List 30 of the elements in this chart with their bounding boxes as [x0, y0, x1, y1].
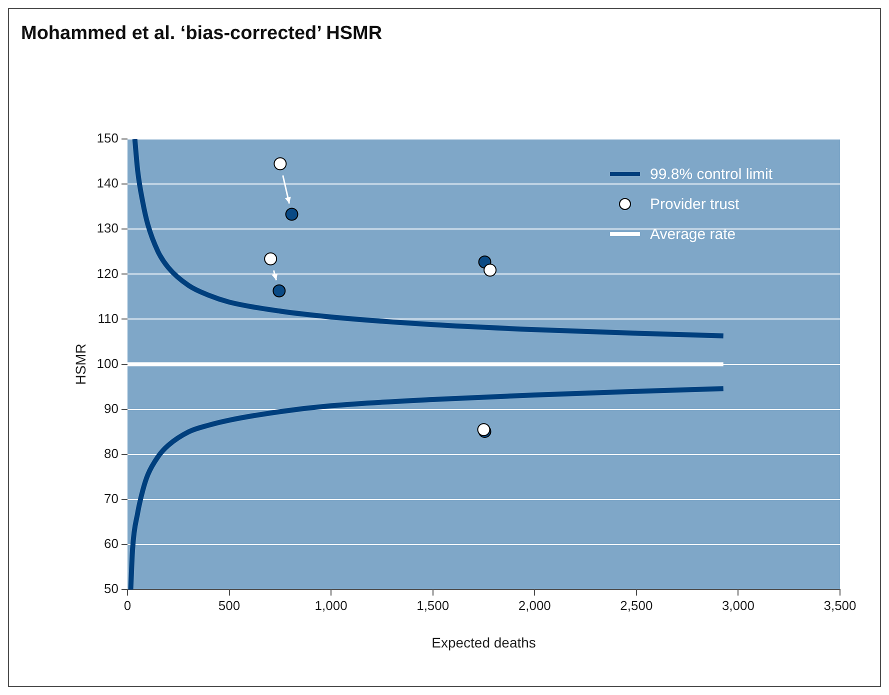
point: [264, 252, 278, 266]
y-tick-label: 140: [96, 176, 118, 191]
x-tick-label: 500: [218, 598, 240, 613]
point: [272, 284, 286, 298]
x-tick-label: 2,500: [620, 598, 653, 613]
legend-label: 99.8% control limit: [650, 166, 773, 182]
y-tick-label: 150: [96, 130, 118, 146]
y-tick-label: 70: [104, 491, 118, 506]
y-tick-label: 130: [96, 220, 118, 236]
y-tick-label: 120: [96, 266, 118, 281]
y-tick-label: 110: [98, 310, 118, 326]
y-tick-label: 50: [104, 581, 118, 596]
legend-label: Average rate: [650, 226, 736, 242]
x-tick-label: 3,000: [722, 598, 754, 613]
x-tick-label: 3,500: [824, 598, 856, 613]
chart-title: Mohammed et al. ‘bias-corrected’ HSMR: [21, 23, 382, 45]
x-axis-title: Expected deaths: [432, 634, 536, 650]
point: [484, 264, 497, 277]
x-tick-label: 0: [124, 598, 132, 613]
y-tick-label: 60: [104, 536, 118, 552]
x-tick-label: 2,000: [518, 598, 551, 613]
x-tick-label: 1,000: [314, 598, 348, 613]
point: [274, 157, 287, 170]
y-tick-label: 100: [96, 356, 118, 371]
y-tick-label: 80: [104, 446, 118, 461]
point: [285, 208, 298, 221]
y-tick-label: 90: [104, 400, 118, 416]
y-axis-title: HSMR: [72, 344, 88, 385]
legend-label: Provider trust: [650, 196, 740, 212]
x-tick-label: 1,500: [416, 598, 450, 613]
